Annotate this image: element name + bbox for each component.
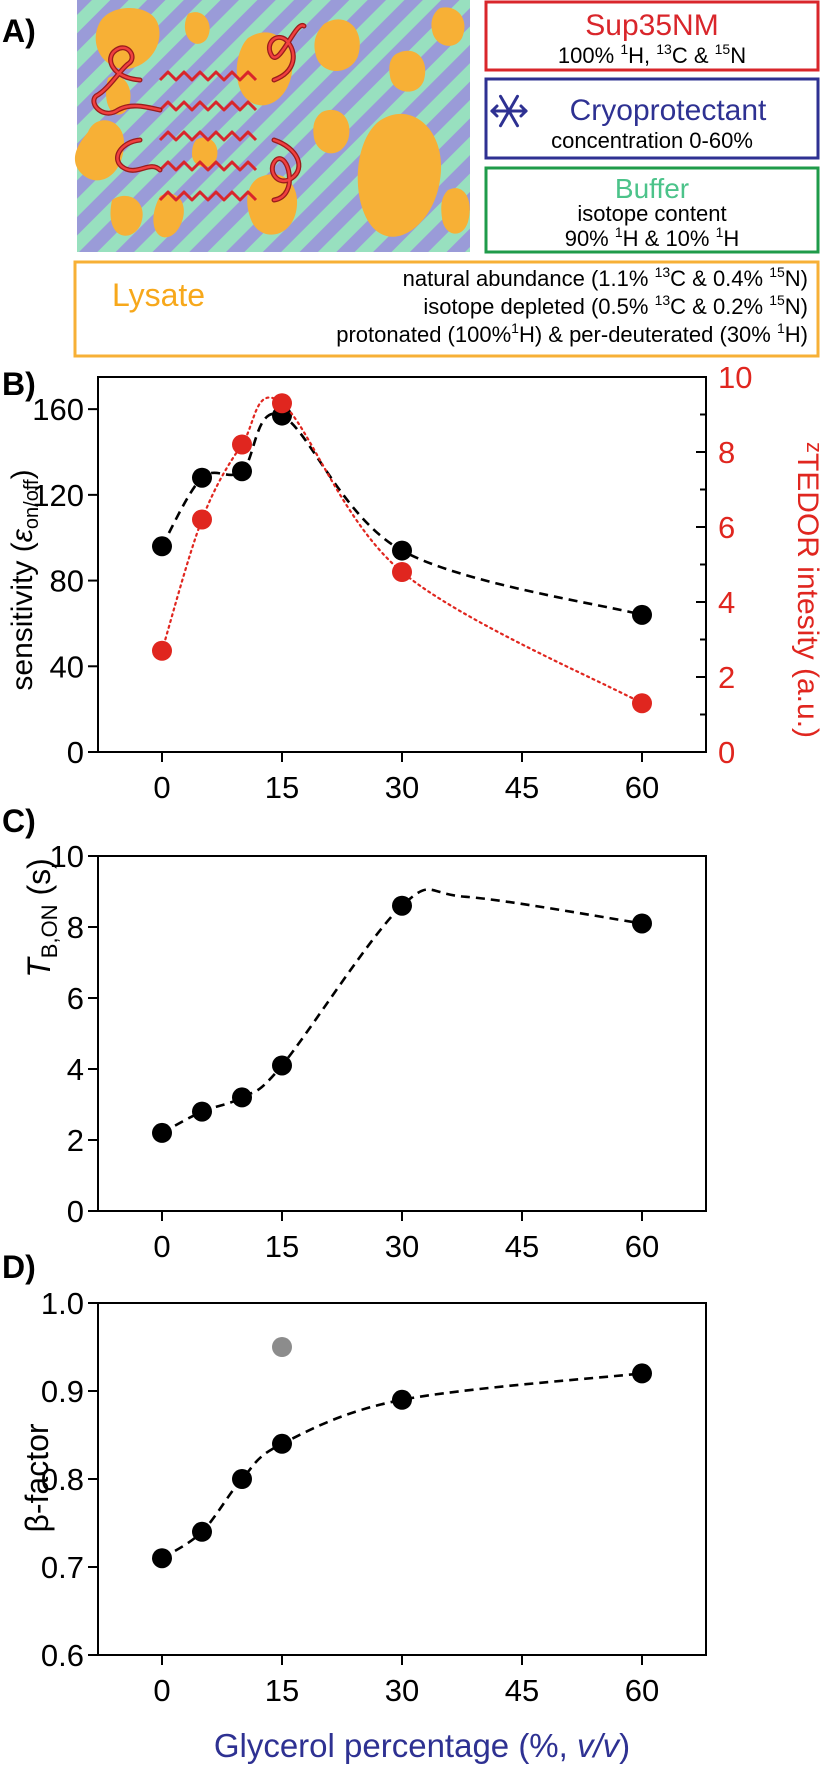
x-tick-label: 15 [265, 770, 299, 805]
data-point [192, 509, 212, 530]
data-point [232, 461, 252, 482]
sup35-isotope-line: 100% 1H, 13C & 15N [558, 41, 746, 68]
cryo-title: Cryoprotectant [570, 94, 767, 127]
series-line-tb-on [161, 888, 643, 1135]
y2-tick-label: 6 [718, 510, 735, 545]
lysate-isotope-depleted: isotope depleted (0.5% 13C & 0.2% 15N) [423, 292, 808, 319]
lysate-protonation: protonated (100%1H) & per-deuterated (30… [336, 320, 808, 347]
data-point [192, 1521, 212, 1542]
y2-tick-label: 2 [718, 660, 735, 695]
legend-cryo: Cryoprotectant concentration 0-60% [484, 77, 820, 160]
panel-label-d: D) [2, 1249, 36, 1285]
lysate-title: Lysate [112, 277, 205, 313]
panel-label-b: B) [2, 366, 36, 402]
y-tick-label: 0.6 [41, 1638, 84, 1673]
x-tick-label: 60 [625, 1673, 659, 1708]
data-point [232, 1469, 252, 1489]
legend-buffer: Buffer isotope content 90% 1H & 10% 1H [484, 166, 820, 254]
data-point [232, 1087, 252, 1108]
data-point [392, 540, 412, 561]
chart-b: 0 15 30 45 60 0 40 80 120 160 0 2 4 6 8 10 [32, 360, 752, 805]
chart-c: 0 15 30 45 60 0 2 4 6 8 10 [50, 839, 707, 1264]
chart-b-ylabel: sensitivity (εon/off) [6, 469, 43, 690]
chart-d: 0 15 30 45 60 0.6 0.7 0.8 0.9 1.0 [41, 1286, 707, 1708]
y-tick-label: 0 [67, 1194, 84, 1229]
chart-d-xlabel: Glycerol percentage (%, v/v) [214, 1727, 630, 1764]
y2-tick-label: 10 [718, 360, 752, 395]
x-tick-label: 0 [153, 770, 170, 805]
data-point [632, 913, 652, 934]
data-point [272, 1337, 292, 1357]
x-tick-label: 60 [625, 770, 659, 805]
x-tick-label: 15 [265, 1673, 299, 1708]
x-tick-label: 0 [153, 1673, 170, 1708]
data-point [192, 1101, 212, 1122]
chart-c-ylabel: TB,ON (s) [21, 858, 62, 978]
x-tick-label: 30 [385, 770, 419, 805]
y2-tick-label: 8 [718, 435, 735, 470]
data-point [632, 604, 652, 625]
y-tick-label: 120 [32, 478, 84, 513]
y-tick-label: 0.9 [41, 1374, 84, 1409]
x-tick-label: 60 [625, 1229, 659, 1264]
data-point [152, 1122, 172, 1143]
y-tick-label: 80 [50, 564, 84, 599]
panel-label-a: A) [2, 13, 36, 49]
cryo-concentration: concentration 0-60% [551, 128, 753, 153]
data-point [232, 434, 252, 455]
fibril-zigzags [158, 70, 258, 202]
x-tick-label: 0 [153, 1229, 170, 1264]
data-point [392, 562, 412, 582]
data-point [272, 1433, 292, 1454]
data-point [152, 1548, 172, 1569]
y2-tick-label: 4 [718, 585, 735, 620]
x-tick-label: 30 [385, 1673, 419, 1708]
data-point [152, 640, 172, 661]
x-tick-label: 45 [505, 1229, 539, 1264]
plot-frame [97, 1302, 707, 1656]
lysate-blobs [74, 7, 470, 238]
x-tick-label: 45 [505, 770, 539, 805]
data-point [152, 536, 172, 557]
lysate-natural-abundance: natural abundance (1.1% 13C & 0.4% 15N) [403, 264, 808, 291]
y-tick-label: 0.7 [41, 1550, 84, 1585]
y-tick-label: 0.8 [41, 1462, 84, 1497]
data-point [632, 1363, 652, 1384]
buffer-title: Buffer [615, 173, 689, 204]
y-tick-label: 2 [67, 1123, 84, 1158]
y-tick-label: 6 [67, 981, 84, 1016]
y2-tick-label: 0 [718, 735, 735, 770]
data-point [392, 1389, 412, 1410]
y-tick-label: 0 [67, 735, 84, 770]
x-tick-label: 45 [505, 1673, 539, 1708]
y-tick-label: 8 [67, 910, 84, 945]
data-point [272, 1055, 292, 1076]
y-tick-label: 40 [50, 649, 84, 684]
data-point [392, 895, 412, 916]
data-point [632, 693, 652, 714]
legend-lysate: Lysate natural abundance (1.1% 13C & 0.4… [73, 260, 820, 358]
snowflake-icon [490, 94, 528, 128]
chart-b-y2label: zTEDOR intesity (a.u.) [791, 442, 822, 738]
buffer-isotope-content: isotope content [577, 201, 726, 226]
legend-sup35: Sup35NM 100% 1H, 13C & 15N [484, 0, 820, 72]
y-tick-label: 10 [50, 839, 84, 874]
sample-illustration [74, 0, 470, 252]
panel-label-c: C) [2, 803, 36, 839]
y-tick-label: 4 [67, 1052, 84, 1087]
data-point [192, 467, 212, 488]
x-tick-label: 30 [385, 1229, 419, 1264]
buffer-isotope-ratio: 90% 1H & 10% 1H [565, 224, 740, 251]
x-tick-label: 15 [265, 1229, 299, 1264]
sup35-title: Sup35NM [585, 9, 718, 42]
data-point [272, 393, 292, 414]
chart-d-ylabel: β-factor [19, 1423, 55, 1532]
y-tick-label: 1.0 [41, 1286, 84, 1321]
y-tick-label: 160 [32, 392, 84, 427]
